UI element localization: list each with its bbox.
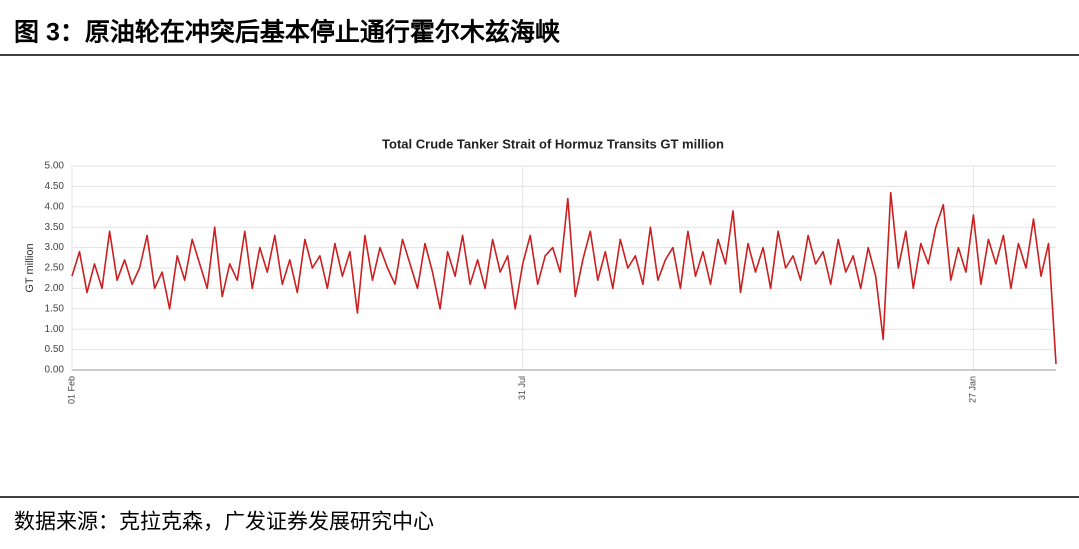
- line-series: [71, 191, 1057, 364]
- y-tick-label: 1.00: [45, 324, 65, 335]
- y-axis-label: GT million: [24, 243, 36, 292]
- x-tick-label: 27 Jan: [968, 376, 978, 403]
- x-tick-label: 31 Jul: [517, 376, 527, 400]
- y-tick-label: 0.00: [45, 365, 65, 376]
- y-tick-label: 1.50: [45, 303, 65, 314]
- y-tick-label: 4.00: [45, 201, 65, 212]
- y-tick-label: 3.50: [45, 222, 65, 233]
- y-tick-label: 4.50: [45, 181, 65, 192]
- y-tick-label: 2.00: [45, 283, 65, 294]
- y-tick-label: 5.00: [45, 161, 65, 172]
- y-tick-label: 2.50: [45, 263, 65, 274]
- y-tick-label: 0.50: [45, 344, 65, 355]
- y-tick-label: 3.00: [45, 242, 65, 253]
- figure-title: 图 3：原油轮在冲突后基本停止通行霍尔木兹海峡: [14, 18, 561, 47]
- chart-title: Total Crude Tanker Strait of Hormuz Tran…: [382, 136, 724, 151]
- x-tick-label: 01 Feb: [66, 376, 76, 404]
- source: 数据来源：克拉克森，广发证券发展研究中心: [14, 511, 434, 534]
